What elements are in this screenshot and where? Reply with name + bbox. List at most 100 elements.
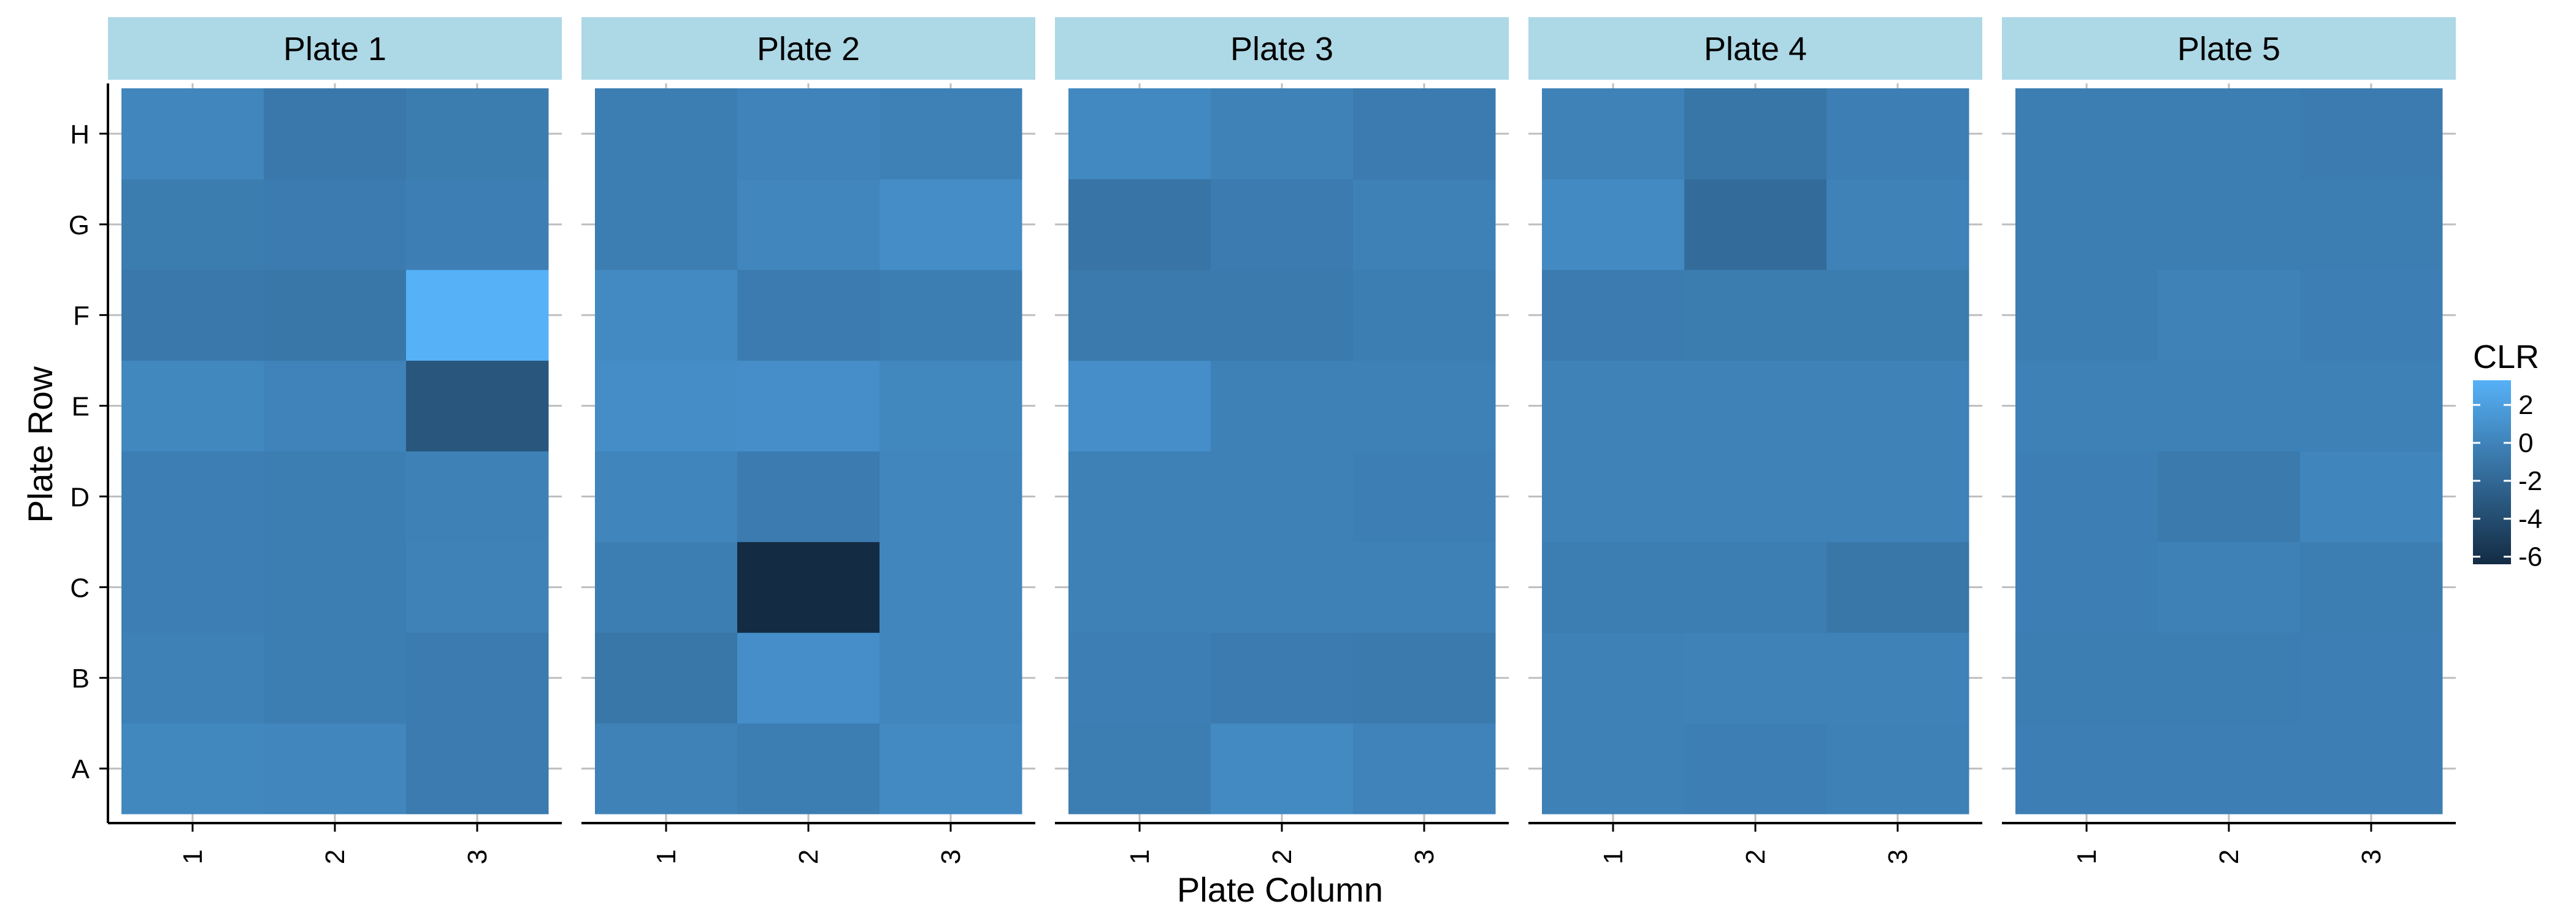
heatmap-cell [264,542,407,633]
heatmap-cell [1542,360,1685,451]
heatmap-cell [1068,88,1211,180]
heatmap-cell [737,723,880,815]
x-tick-label: 1 [651,849,681,864]
heatmap-cell [737,269,880,361]
heatmap-cell [1068,178,1211,270]
x-axis-title: Plate Column [1177,870,1383,909]
heatmap-cell [737,542,880,633]
heatmap-cell [1542,269,1685,361]
x-tick-label: 1 [2072,849,2102,864]
heatmap-cell [264,451,407,542]
heatmap-cell [121,269,264,361]
heatmap-cell [1827,269,1969,361]
heatmap-cell [1353,360,1496,451]
heatmap-cell [595,632,738,724]
facet-strip-label: Plate 1 [283,31,386,67]
heatmap-cell [1211,632,1354,724]
facet-strip-label: Plate 3 [1230,31,1333,67]
heatmap-cell [2015,451,2158,542]
heatmap-cell [406,269,549,361]
facet-strip [2002,17,2456,80]
x-tick-label: 3 [462,849,493,864]
heatmap-cell [121,178,264,270]
y-tick-label: F [73,301,90,331]
heatmap-cell [1211,723,1354,815]
heatmap-cell [1827,632,1969,724]
heatmap-cell [595,178,738,270]
heatmap-cell [121,723,264,815]
heatmap-cell [2015,632,2158,724]
heatmap-cell [406,542,549,633]
x-tick-label: 2 [1267,849,1297,864]
heatmap-cell [1211,178,1354,270]
heatmap-cell [1542,451,1685,542]
facet-strip [108,17,562,80]
heatmap-cell [2300,632,2443,724]
facet-strip [581,17,1035,80]
heatmap-cell [1353,178,1496,270]
heatmap-cell [1211,360,1354,451]
heatmap-cell [2158,542,2301,633]
heatmap-cell [595,269,738,361]
heatmap-cell [880,723,1022,815]
heatmap-cell [1827,360,1969,451]
heatmap-cell [1068,723,1211,815]
facet-strip-label: Plate 2 [757,31,860,67]
heatmap-cell [1211,88,1354,180]
heatmap-cell [595,360,738,451]
heatmap-cell [264,632,407,724]
heatmap-cell [264,360,407,451]
heatmap-cell [1353,632,1496,724]
heatmap-cell [1068,360,1211,451]
heatmap-cell [406,632,549,724]
heatmap-cell [1684,723,1827,815]
heatmap-cell [1827,178,1969,270]
heatmap-cell [2300,723,2443,815]
x-tick-label: 3 [1883,849,1913,864]
heatmap-cell [1068,632,1211,724]
heatmap-cell [1684,632,1827,724]
y-tick-label: D [70,482,90,512]
heatmap-cell [595,88,738,180]
facet-panel: Plate 5 1 2 3 [2002,17,2456,864]
heatmap-cell [1684,178,1827,270]
heatmap-cell [1211,269,1354,361]
heatmap-cell [121,632,264,724]
y-tick-label: E [72,392,90,422]
heatmap-cell [2015,88,2158,180]
heatmap-cell [406,88,549,180]
y-tick-label: A [72,754,90,784]
heatmap-cell [737,632,880,724]
legend-colorbar [2473,380,2511,564]
heatmap-cell [1542,632,1685,724]
facet-panel: Plate 2 1 2 3 [581,17,1035,864]
heatmap-cell [406,723,549,815]
heatmap-cell [2158,632,2301,724]
heatmap-cell [2015,178,2158,270]
heatmap-cell [1827,723,1969,815]
legend-title: CLR [2473,339,2539,375]
y-axis-title: Plate Row [21,366,59,523]
heatmap-cell [2158,269,2301,361]
facet-strip [1055,17,1509,80]
x-tick-label: 1 [178,849,208,864]
heatmap-cell [264,723,407,815]
heatmap-cell [880,269,1022,361]
y-tick-label: H [70,120,90,150]
facet-panel: Plate 1 1 2 3 A B C D E F G H [69,17,562,864]
facet-strip [1528,17,1982,80]
heatmap-cell [1542,88,1685,180]
heatmap-cell [1068,451,1211,542]
heatmap-cell [406,360,549,451]
heatmap-cell [406,178,549,270]
heatmap-cell [1353,542,1496,633]
heatmap-cell [1211,542,1354,633]
x-tick-label: 2 [1741,849,1771,864]
heatmap-cell [2300,178,2443,270]
x-tick-label: 3 [936,849,966,864]
heatmap-cell [1827,451,1969,542]
heatmap-cell [880,88,1022,180]
heatmap-cell [2015,269,2158,361]
x-tick-label: 3 [1409,849,1439,864]
